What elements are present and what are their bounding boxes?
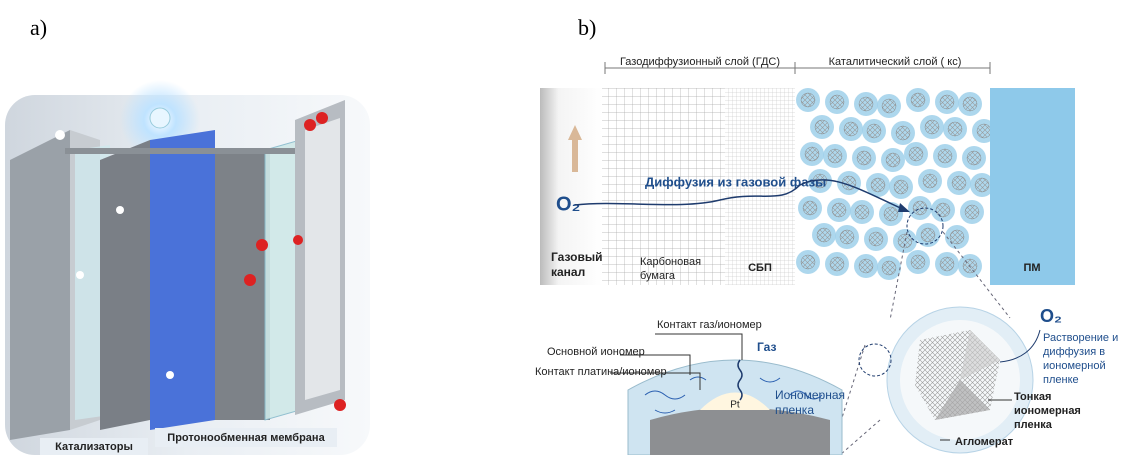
agglomerate-core bbox=[840, 230, 854, 244]
agglomerate-core bbox=[859, 259, 873, 273]
panel-label: a) bbox=[30, 15, 47, 40]
thin-film-label: Тонкая bbox=[1014, 391, 1051, 403]
mpl-label: СБП bbox=[748, 262, 772, 274]
agglomerate-core bbox=[886, 153, 900, 167]
agglomerate-core bbox=[965, 205, 979, 219]
agglomerate-core bbox=[855, 205, 869, 219]
agglomerate-core bbox=[950, 230, 964, 244]
gdl-label: Газодиффузионный слой (ГДС) bbox=[620, 56, 780, 68]
dissolution-label: иономерной bbox=[1043, 360, 1106, 372]
carbon-paper-label: Карбоновая bbox=[640, 256, 701, 268]
agglomerate-core bbox=[952, 176, 966, 190]
agglomerate-core bbox=[830, 257, 844, 271]
agglomerate-core bbox=[923, 174, 937, 188]
diffusion-label: Диффузия из газовой фазы bbox=[645, 174, 826, 189]
agglomerate-core bbox=[882, 99, 896, 113]
ionomer-film-label: Иономерная bbox=[775, 388, 845, 402]
carbon-paper-label: бумага bbox=[640, 270, 676, 282]
agglomerate-core bbox=[938, 149, 952, 163]
ionomer-film-label: пленка bbox=[775, 403, 814, 417]
agglomerate-core bbox=[803, 201, 817, 215]
agglomerate-core bbox=[801, 255, 815, 269]
agglomerate-core bbox=[828, 149, 842, 163]
agglomerate-core bbox=[884, 207, 898, 221]
agglomerate-core bbox=[896, 126, 910, 140]
agglomerate-core bbox=[911, 255, 925, 269]
agglomerate-core bbox=[801, 93, 815, 107]
agglomerate-core bbox=[913, 201, 927, 215]
agglomerate-core bbox=[948, 122, 962, 136]
agglomerate bbox=[859, 307, 1033, 453]
dissolution-label: диффузия в bbox=[1043, 346, 1105, 358]
agglomerate-core bbox=[830, 95, 844, 109]
pm-label: ПМ bbox=[1023, 262, 1040, 274]
contact-pt-label: Контакт платина/иономер bbox=[535, 366, 667, 378]
agglomerate-core bbox=[911, 93, 925, 107]
agglomerate-core bbox=[967, 151, 981, 165]
agglomerate-core bbox=[805, 147, 819, 161]
figure: a) Катализаторы Протонообменная мембрана… bbox=[0, 0, 1123, 455]
agglomerate-core bbox=[909, 147, 923, 161]
agglomerate-core bbox=[817, 228, 831, 242]
agglomerate-core bbox=[882, 261, 896, 275]
agglomerate-core bbox=[963, 97, 977, 111]
agglomerate-core bbox=[832, 203, 846, 217]
thin-film-label: иономерная bbox=[1014, 405, 1081, 417]
catalysts-label: Катализаторы bbox=[55, 441, 133, 453]
agglomerate-core bbox=[940, 95, 954, 109]
membrane-label: Протонообменная мембрана bbox=[167, 432, 325, 444]
agglomerate-core bbox=[894, 180, 908, 194]
agglomerate-core bbox=[940, 257, 954, 271]
panel-label: b) bbox=[578, 15, 596, 40]
gas-channel-label: канал bbox=[551, 265, 585, 279]
dissolution-label: пленке bbox=[1043, 374, 1079, 386]
agglomerate-core bbox=[859, 97, 873, 111]
fuel-cell-illustration bbox=[5, 80, 370, 455]
thin-film-label: пленка bbox=[1014, 419, 1053, 431]
agglomerate-core bbox=[977, 124, 991, 138]
o2-label: O₂ bbox=[1040, 306, 1062, 326]
gas-channel-label: Газовый bbox=[551, 250, 602, 264]
gas-label: Газ bbox=[757, 340, 776, 354]
agglomerate-core bbox=[936, 203, 950, 217]
agglomerate-core bbox=[871, 178, 885, 192]
agglomerate-core bbox=[857, 151, 871, 165]
contact-gas-label: Контакт газ/иономер bbox=[657, 319, 762, 331]
agglomerate-core bbox=[921, 228, 935, 242]
membrane bbox=[990, 88, 1075, 285]
cl-label: Каталитический слой ( кс) bbox=[829, 56, 962, 68]
agglomerate-core bbox=[844, 122, 858, 136]
agglomerate-core bbox=[869, 232, 883, 246]
agglomerate-label: Агломерат bbox=[955, 436, 1014, 448]
agglomerate-core bbox=[975, 178, 989, 192]
pt-label: Pt bbox=[730, 400, 740, 411]
main-ionomer-label: Основной иономер bbox=[547, 346, 645, 358]
agglomerate-core bbox=[925, 120, 939, 134]
agglomerate-core bbox=[815, 120, 829, 134]
dissolution-label: Растворение и bbox=[1043, 332, 1118, 344]
agglomerate-core bbox=[867, 124, 881, 138]
